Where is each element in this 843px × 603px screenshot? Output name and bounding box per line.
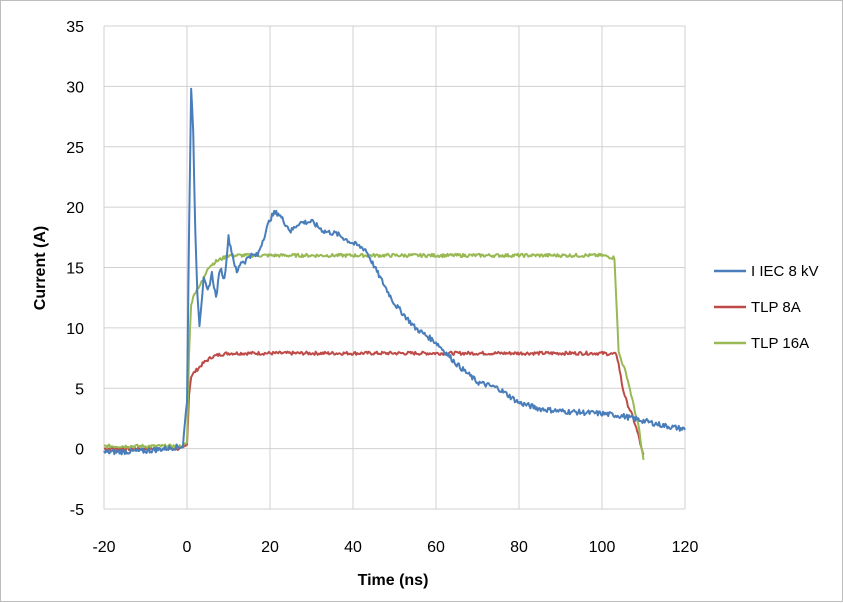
x-tick-label: 0 (183, 539, 192, 556)
series-line (103, 350, 645, 456)
legend-label: TLP 8A (751, 299, 801, 316)
grid-lines (103, 25, 686, 510)
legend: I IEC 8 kV TLP 8A TLP 16A (714, 263, 819, 352)
y-tick-label: 0 (75, 442, 84, 459)
x-tick-label: 80 (510, 539, 528, 556)
series-lines (103, 87, 686, 461)
y-tick-label: -5 (70, 502, 84, 519)
y-tick-label: 30 (66, 79, 84, 96)
y-tick-label: 15 (66, 261, 84, 278)
x-axis-title: Time (ns) (358, 572, 429, 589)
series-line (103, 252, 645, 461)
x-tick-label: -20 (92, 539, 115, 556)
series-line (103, 87, 686, 456)
y-axis-title: Current (A) (32, 226, 49, 310)
y-tick-label: 5 (75, 381, 84, 398)
x-tick-label: 120 (672, 539, 699, 556)
y-tick-labels: -5 0 5 10 15 20 25 30 35 (66, 19, 84, 519)
x-tick-label: 100 (589, 539, 616, 556)
y-tick-label: 35 (66, 19, 84, 36)
x-tick-label: 60 (427, 539, 445, 556)
x-tick-label: 40 (344, 539, 362, 556)
legend-label: I IEC 8 kV (751, 263, 819, 280)
y-tick-label: 25 (66, 140, 84, 157)
x-tick-label: 20 (261, 539, 279, 556)
x-tick-labels: -20 0 20 40 60 80 100 120 (92, 539, 698, 556)
y-tick-label: 20 (66, 200, 84, 217)
legend-label: TLP 16A (751, 335, 809, 352)
y-tick-label: 10 (66, 321, 84, 338)
